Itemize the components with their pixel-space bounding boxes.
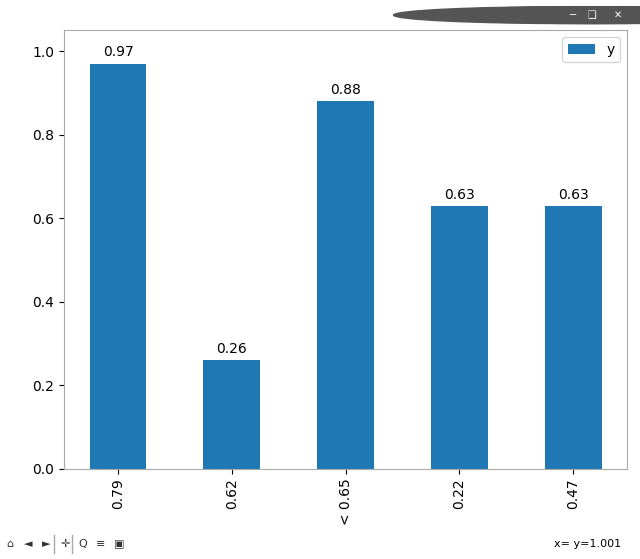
Text: Q: Q: [78, 539, 87, 549]
Text: ✛: ✛: [60, 539, 70, 549]
Text: ❑: ❑: [588, 10, 596, 20]
Text: −: −: [569, 10, 577, 20]
Circle shape: [413, 7, 640, 23]
Text: ✕: ✕: [614, 10, 621, 20]
Text: 0.26: 0.26: [216, 342, 247, 356]
Text: 0.88: 0.88: [330, 83, 361, 97]
Circle shape: [394, 7, 640, 23]
Text: ⌂: ⌂: [6, 539, 13, 549]
Text: x= y=1.001: x= y=1.001: [554, 539, 621, 549]
Text: ►: ►: [42, 539, 51, 549]
Bar: [431, 206, 488, 469]
Text: ≡: ≡: [96, 539, 106, 549]
Bar: [545, 206, 602, 469]
Bar: [90, 64, 147, 469]
Bar: [204, 361, 260, 469]
Text: 0.63: 0.63: [444, 187, 475, 202]
Bar: [317, 101, 374, 469]
Legend: y: y: [562, 37, 620, 62]
Text: ◄: ◄: [24, 539, 33, 549]
Text: 0.63: 0.63: [558, 187, 589, 202]
Text: bobbyhadz.com 📦: bobbyhadz.com 📦: [234, 51, 406, 70]
Circle shape: [438, 7, 640, 23]
Text: 0.97: 0.97: [102, 45, 133, 59]
Text: Figure 1: Figure 1: [287, 8, 353, 22]
Text: ▣: ▣: [114, 539, 124, 549]
